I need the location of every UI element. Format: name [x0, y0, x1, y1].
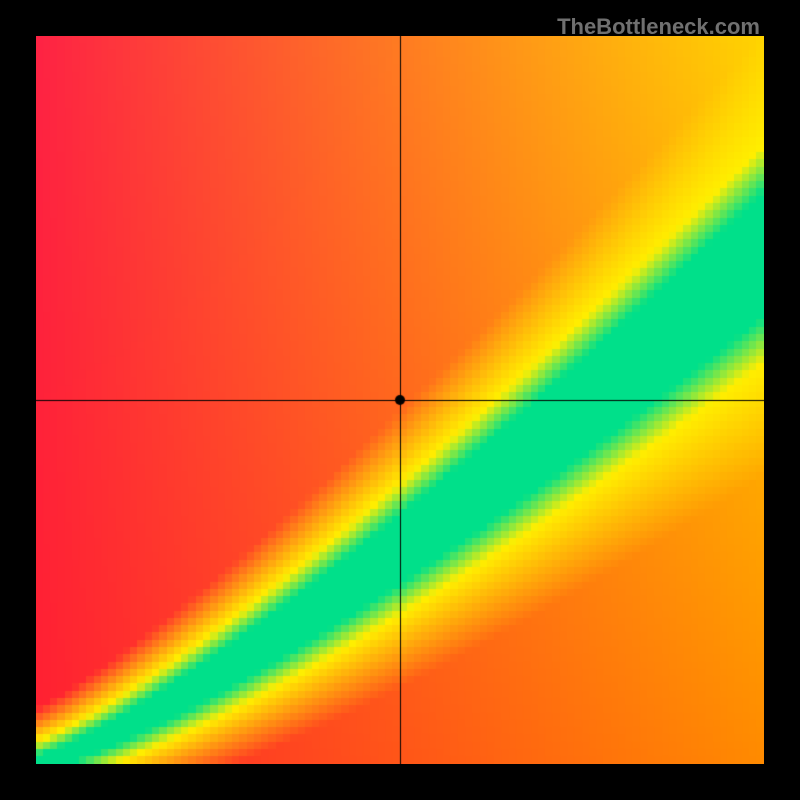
watermark-text: TheBottleneck.com [557, 14, 760, 40]
heatmap-canvas [36, 36, 764, 764]
plot-area [36, 36, 764, 764]
chart-container: TheBottleneck.com [0, 0, 800, 800]
